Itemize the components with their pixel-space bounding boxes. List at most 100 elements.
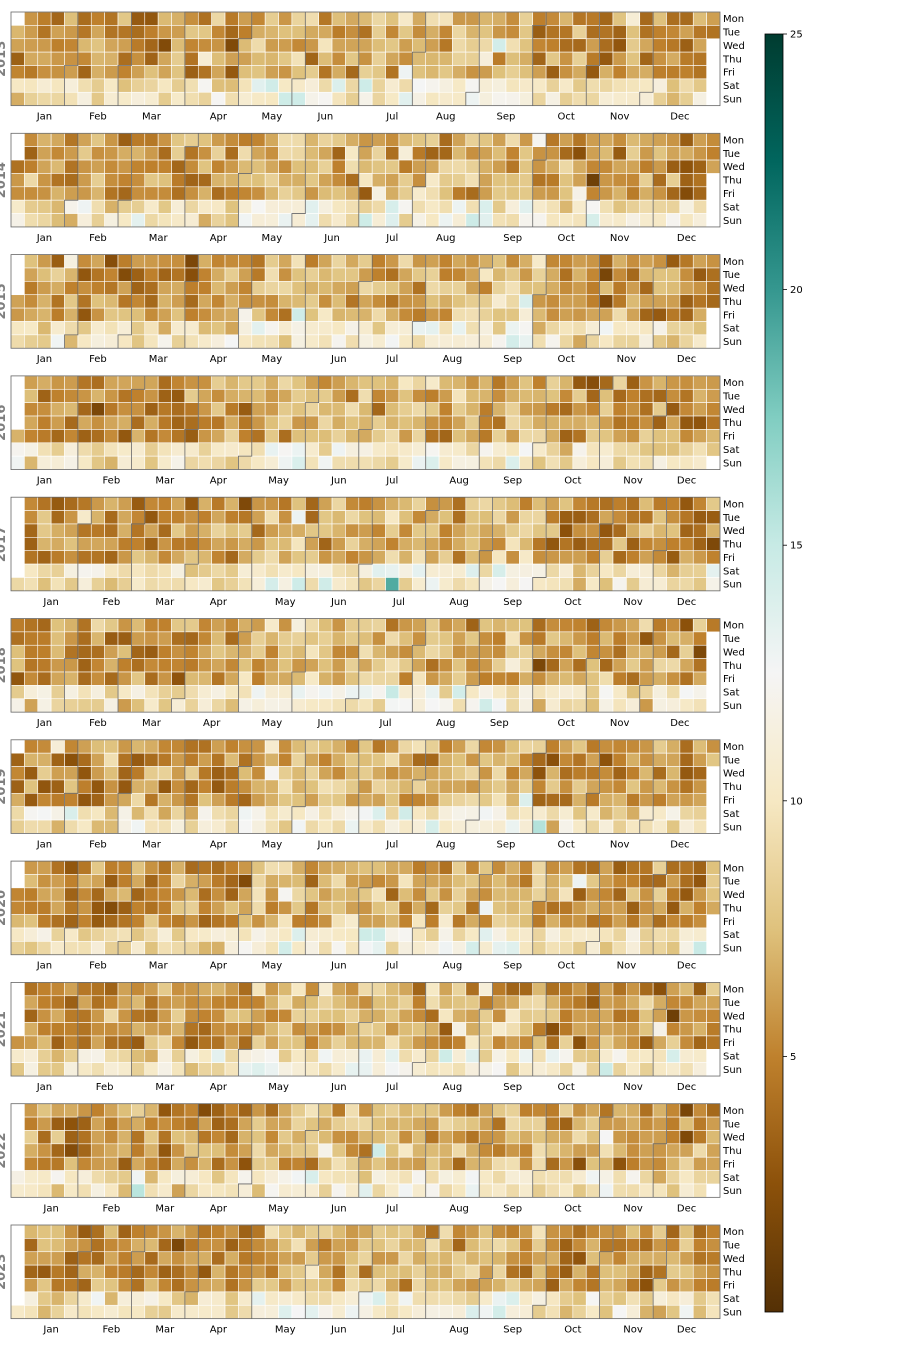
day-cell	[371, 51, 386, 66]
day-cell	[278, 1251, 293, 1266]
day-cell	[626, 1062, 641, 1077]
day-cell	[412, 1062, 427, 1077]
day-cell	[50, 1130, 65, 1145]
day-cell	[224, 658, 239, 673]
day-cell	[639, 523, 654, 538]
day-cell	[224, 631, 239, 646]
day-cell	[197, 415, 212, 430]
day-cell	[398, 38, 413, 53]
day-cell	[345, 1130, 360, 1145]
day-cell	[264, 429, 279, 444]
day-cell	[572, 1238, 587, 1253]
day-cell	[64, 1156, 79, 1171]
day-cell	[157, 995, 172, 1010]
colorbar-gradient	[764, 33, 784, 1313]
day-cell	[545, 133, 560, 147]
day-cell	[331, 1048, 346, 1063]
day-cell	[639, 1035, 654, 1050]
month-label: Jul	[385, 476, 398, 487]
day-cell	[559, 752, 574, 767]
day-cell	[639, 1183, 654, 1198]
day-cell	[532, 914, 547, 929]
day-cell	[585, 1116, 600, 1131]
day-cell	[385, 739, 400, 754]
day-cell	[626, 1224, 641, 1239]
day-cell	[197, 442, 212, 457]
day-cell	[478, 618, 493, 633]
day-cell	[572, 1304, 587, 1319]
day-cell	[559, 874, 574, 889]
day-cell	[438, 900, 453, 915]
day-cell	[278, 941, 293, 956]
day-cell	[371, 1035, 386, 1050]
day-cell	[291, 294, 306, 309]
day-cell	[412, 563, 427, 578]
day-cell	[599, 563, 614, 578]
day-cell	[291, 267, 306, 282]
day-cell	[425, 1062, 440, 1077]
day-cell	[211, 658, 226, 673]
day-cell	[90, 455, 105, 470]
day-cell	[505, 375, 520, 390]
day-cell	[331, 752, 346, 767]
day-cell	[211, 133, 226, 147]
day-cell	[519, 874, 534, 889]
day-cell	[131, 51, 146, 66]
day-cell	[197, 779, 212, 794]
day-cell	[90, 1008, 105, 1023]
day-cell	[50, 78, 65, 93]
day-cell	[24, 38, 39, 53]
day-cell	[532, 455, 547, 470]
day-cell	[144, 739, 159, 754]
weekday-label: Sun	[723, 1065, 742, 1076]
day-cell	[532, 496, 547, 511]
day-cell	[599, 685, 614, 700]
day-cell	[371, 685, 386, 700]
day-cell	[692, 1238, 707, 1253]
day-cell	[318, 1224, 333, 1239]
day-cell	[291, 644, 306, 659]
day-cell	[304, 900, 319, 915]
day-cell	[117, 133, 132, 147]
day-cell	[211, 11, 226, 26]
panel-frame	[10, 11, 721, 107]
day-cell	[318, 267, 333, 282]
day-cell	[492, 1048, 507, 1063]
day-cell	[171, 819, 186, 834]
day-cell	[679, 1251, 694, 1266]
day-cell	[585, 1062, 600, 1077]
day-cell	[358, 321, 373, 336]
day-cell	[371, 334, 386, 349]
day-cell	[184, 739, 199, 754]
day-cell	[10, 442, 25, 457]
day-cell	[438, 1291, 453, 1306]
day-cell	[452, 1238, 467, 1253]
day-cell	[572, 1291, 587, 1306]
month-label: Nov	[623, 476, 643, 487]
day-cell	[304, 644, 319, 659]
day-cell	[652, 779, 667, 794]
day-cell	[171, 1008, 186, 1023]
day-cell	[10, 900, 25, 915]
day-cell	[64, 766, 79, 781]
day-cell	[412, 671, 427, 686]
day-cell	[666, 1143, 681, 1158]
day-cell	[612, 982, 627, 997]
day-cell	[371, 644, 386, 659]
day-cell	[371, 321, 386, 336]
day-cell	[131, 982, 146, 997]
day-cell	[666, 402, 681, 417]
day-cell	[572, 1251, 587, 1266]
day-cell	[64, 186, 79, 201]
day-cell	[50, 914, 65, 929]
day-cell	[666, 1130, 681, 1145]
day-cell	[452, 159, 467, 174]
day-cell	[144, 294, 159, 309]
day-cell	[358, 887, 373, 902]
day-cell	[612, 1062, 627, 1077]
day-cell	[612, 793, 627, 807]
day-cell	[398, 793, 413, 807]
day-cell	[251, 375, 266, 390]
day-cell	[50, 698, 65, 713]
day-cell	[171, 78, 186, 93]
